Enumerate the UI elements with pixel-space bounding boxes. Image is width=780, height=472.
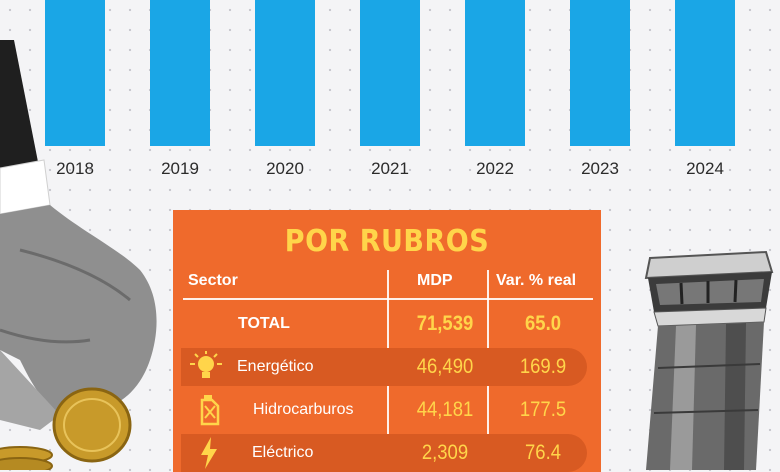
bar-2018 (45, 0, 105, 146)
x-tick-label: 2019 (161, 159, 199, 178)
x-tick-label: 2024 (686, 159, 724, 178)
bar-series (45, 0, 735, 146)
bar-2024 (675, 0, 735, 146)
bar-2022 (465, 0, 525, 146)
mdp-value: 2,309 (421, 441, 469, 464)
bar-2019 (150, 0, 210, 146)
mdp-value: 71,539 (416, 312, 474, 335)
var-value: 76.4 (525, 441, 561, 464)
x-tick-label: 2020 (266, 159, 304, 178)
sector-name: Eléctrico (252, 444, 314, 461)
column-header-sector: Sector (188, 272, 238, 289)
mdp-value: 46,490 (416, 355, 474, 378)
hand-coin-illustration (0, 40, 157, 470)
x-tick-label: 2022 (476, 159, 514, 178)
lightbulb-icon (190, 351, 222, 378)
table-row-electrico: Eléctrico 2,309 76.4 (181, 434, 587, 472)
table-row-energetico: Energético 46,490 169.9 (181, 348, 587, 386)
table-title: POR RUBROS (284, 224, 490, 259)
bar-chart: 2018 2019 2020 2021 2022 2023 2024 (45, 0, 735, 178)
table-row-total: TOTAL 71,539 65.0 (181, 305, 587, 343)
sector-name: Energético (237, 358, 314, 375)
sector-name: TOTAL (238, 315, 290, 332)
bar-2021 (360, 0, 420, 146)
x-tick-label: 2018 (56, 159, 94, 178)
mdp-value: 44,181 (416, 398, 474, 421)
control-tower-illustration (644, 250, 774, 470)
var-value: 169.9 (519, 355, 567, 378)
lightning-icon (201, 437, 217, 469)
var-value: 65.0 (525, 312, 561, 335)
x-axis-labels: 2018 2019 2020 2021 2022 2023 2024 (56, 159, 724, 178)
var-value: 177.5 (519, 398, 567, 421)
sector-table-panel: POR RUBROS Sector MDP Var. % real TOTAL … (173, 210, 601, 472)
bar-2020 (255, 0, 315, 146)
column-header-mdp: MDP (417, 272, 453, 289)
column-header-var: Var. % real (496, 272, 577, 289)
fuel-can-icon (200, 395, 220, 426)
sector-name: Hidrocarburos (253, 401, 354, 418)
x-tick-label: 2023 (581, 159, 619, 178)
bar-2023 (570, 0, 630, 146)
table-row-hidrocarburos: Hidrocarburos 44,181 177.5 (181, 391, 587, 429)
x-tick-label: 2021 (371, 159, 409, 178)
